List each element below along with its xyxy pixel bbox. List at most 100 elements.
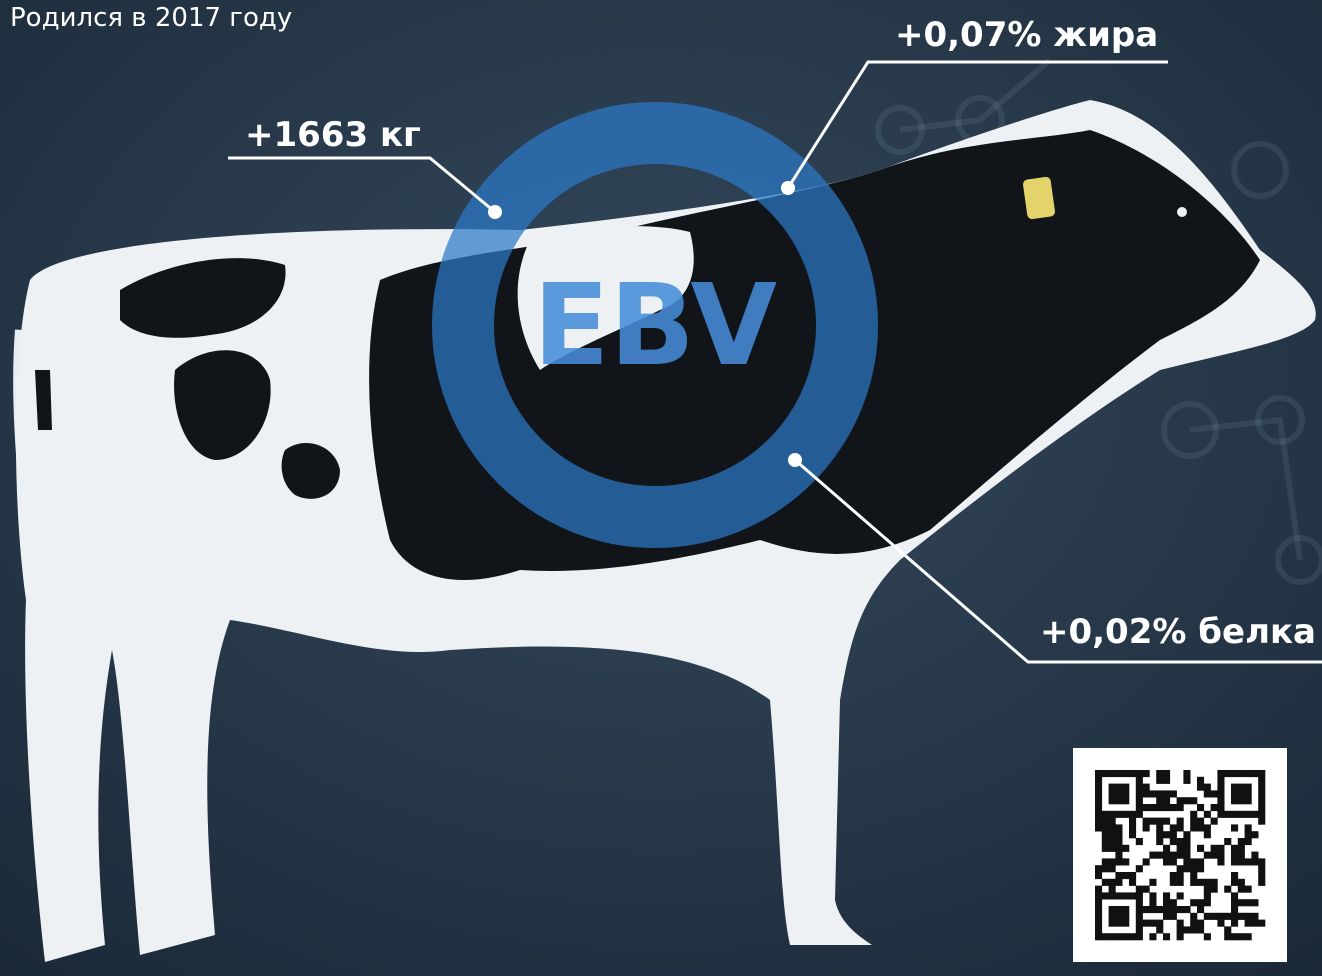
qr-module <box>1115 831 1122 838</box>
qr-module <box>1177 933 1184 940</box>
qr-module <box>1245 824 1252 831</box>
qr-module <box>1245 838 1252 845</box>
qr-module <box>1115 797 1122 804</box>
qr-module <box>1143 770 1150 777</box>
qr-module <box>1197 926 1204 933</box>
qr-module <box>1231 899 1238 906</box>
qr-module <box>1245 784 1252 791</box>
qr-module <box>1109 797 1116 804</box>
qr-module <box>1197 858 1204 865</box>
qr-module <box>1109 790 1116 797</box>
qr-module <box>1251 852 1258 859</box>
qr-module <box>1224 886 1231 893</box>
qr-module <box>1109 845 1116 852</box>
qr-module <box>1156 852 1163 859</box>
qr-module <box>1224 770 1231 777</box>
qr-module <box>1245 913 1252 920</box>
qr-module <box>1095 886 1102 893</box>
qr-module <box>1224 926 1231 933</box>
qr-module <box>1143 784 1150 791</box>
qr-module <box>1238 770 1245 777</box>
qr-module <box>1177 926 1184 933</box>
page: EBV +1663 кг +0,07% жира +0,02% белка Ро… <box>0 0 1322 976</box>
qr-module <box>1163 777 1170 784</box>
qr-module <box>1149 920 1156 927</box>
qr-module <box>1170 906 1177 913</box>
qr-module <box>1122 858 1129 865</box>
qr-module <box>1170 879 1177 886</box>
qr-module <box>1251 913 1258 920</box>
qr-module <box>1102 831 1109 838</box>
ebv-label: EBV <box>533 261 777 391</box>
qr-module <box>1217 777 1224 784</box>
qr-module <box>1156 818 1163 825</box>
qr-module <box>1115 790 1122 797</box>
qr-module <box>1245 770 1252 777</box>
qr-module <box>1258 920 1265 927</box>
qr-module <box>1109 920 1116 927</box>
qr-module <box>1129 770 1136 777</box>
qr-module <box>1115 858 1122 865</box>
qr-module <box>1170 872 1177 879</box>
qr-module <box>1190 913 1197 920</box>
qr-module <box>1204 899 1211 906</box>
qr-module <box>1251 811 1258 818</box>
qr-module <box>1115 933 1122 940</box>
qr-module <box>1129 831 1136 838</box>
qr-module <box>1109 879 1116 886</box>
qr-module <box>1149 892 1156 899</box>
qr-module <box>1217 920 1224 927</box>
qr-module <box>1102 858 1109 865</box>
qr-module <box>1231 906 1238 913</box>
qr-module <box>1163 818 1170 825</box>
qr-module <box>1217 790 1224 797</box>
qr-module <box>1109 838 1116 845</box>
qr-module <box>1095 892 1102 899</box>
qr-module <box>1231 845 1238 852</box>
qr-module <box>1197 899 1204 906</box>
qr-module <box>1190 926 1197 933</box>
qr-module <box>1258 804 1265 811</box>
qr-module <box>1251 899 1258 906</box>
qr-module <box>1095 906 1102 913</box>
qr-module <box>1190 899 1197 906</box>
qr-module <box>1095 784 1102 791</box>
qr-module <box>1156 777 1163 784</box>
qr-module <box>1163 804 1170 811</box>
qr-module <box>1197 818 1204 825</box>
qr-module <box>1102 892 1109 899</box>
qr-module <box>1177 824 1184 831</box>
qr-module <box>1102 770 1109 777</box>
qr-module <box>1170 804 1177 811</box>
qr-module <box>1163 913 1170 920</box>
qr-module <box>1109 770 1116 777</box>
qr-module <box>1136 784 1143 791</box>
qr-module <box>1217 784 1224 791</box>
qr-module <box>1095 777 1102 784</box>
qr-module <box>1163 892 1170 899</box>
qr-module <box>1231 824 1238 831</box>
qr-module <box>1197 777 1204 784</box>
qr-module <box>1224 838 1231 845</box>
qr-module <box>1211 845 1218 852</box>
qr-module <box>1163 858 1170 865</box>
qr-module <box>1217 797 1224 804</box>
qr-module <box>1115 784 1122 791</box>
qr-module <box>1190 811 1197 818</box>
qr-module <box>1109 824 1116 831</box>
qr-module <box>1258 879 1265 886</box>
qr-module <box>1238 933 1245 940</box>
qr-module <box>1183 926 1190 933</box>
qr-module <box>1109 811 1116 818</box>
qr-module <box>1190 824 1197 831</box>
qr-module <box>1136 899 1143 906</box>
qr-module <box>1258 790 1265 797</box>
qr-module <box>1238 790 1245 797</box>
qr-module <box>1245 858 1252 865</box>
qr-module <box>1129 933 1136 940</box>
qr-module <box>1143 886 1150 893</box>
qr-module <box>1143 906 1150 913</box>
qr-module <box>1136 892 1143 899</box>
qr-module <box>1163 831 1170 838</box>
qr-module <box>1258 818 1265 825</box>
